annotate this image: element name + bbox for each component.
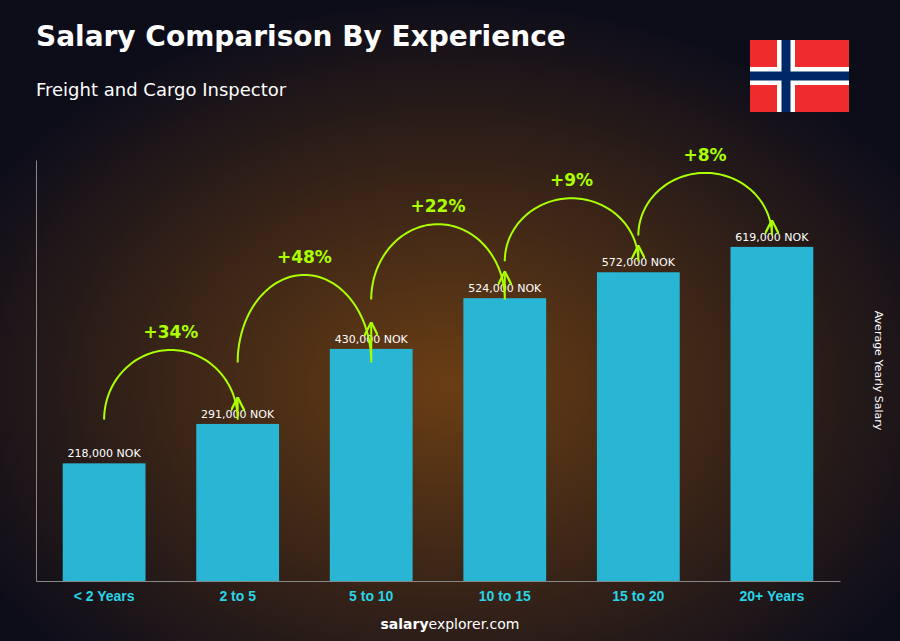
x-tick-label: 2 to 5 xyxy=(219,588,256,604)
plot: < 2 Years 2 to 5 5 to 10 10 to 15 15 to 20 20… xyxy=(37,145,841,604)
annotations: +34% +48% +22% +9% +8% xyxy=(104,145,772,420)
bar xyxy=(597,272,680,581)
arc-arrow xyxy=(638,173,772,236)
x-tick: 2 to 5 xyxy=(219,581,256,604)
arc-arrow xyxy=(104,350,238,420)
x-tick-label: 10 to 15 xyxy=(479,588,531,604)
annotation: +34% xyxy=(143,322,198,342)
y-label: Average Yearly Salary xyxy=(872,311,885,431)
y-axis xyxy=(36,161,37,582)
annotation: +22% xyxy=(411,196,466,216)
x-tick: 10 to 15 xyxy=(479,581,531,604)
x-tick: 5 to 10 xyxy=(349,581,394,604)
x-tick-label: 5 to 10 xyxy=(349,588,394,604)
x-tick-label: < 2 Years xyxy=(74,588,135,604)
bar xyxy=(63,463,146,581)
footer: salaryexplorer.com xyxy=(381,616,520,632)
data-label: 218,000 NOK xyxy=(68,447,142,460)
annotation: +9% xyxy=(550,170,593,190)
bars xyxy=(63,247,814,581)
background xyxy=(0,0,900,641)
subtitle: Freight and Cargo Inspector xyxy=(36,79,287,100)
annotation: +48% xyxy=(277,247,332,267)
arc-arrow xyxy=(505,198,639,261)
title: Salary Comparison By Experience xyxy=(36,20,566,53)
flag-part xyxy=(750,40,849,112)
flag-part xyxy=(750,72,849,81)
x-tick-label: 20+ Years xyxy=(740,588,805,604)
arc-arrow xyxy=(238,275,372,363)
footer-part: explorer.com xyxy=(429,616,520,632)
chart: Salary Comparison By Experience Freight a… xyxy=(0,0,900,641)
flag xyxy=(750,40,849,112)
x-axis-line xyxy=(37,581,841,582)
data-labels: 218,000 NOK291,000 NOK430,000 NOK524,000… xyxy=(68,231,810,460)
bar xyxy=(463,298,546,581)
x-tick: 15 to 20 xyxy=(612,581,664,604)
footer-part: salary xyxy=(381,616,429,632)
bar xyxy=(730,247,813,581)
bar xyxy=(330,349,413,581)
bar xyxy=(196,424,279,581)
flag-part xyxy=(750,67,849,85)
arc-arrow xyxy=(371,224,505,299)
annotation: +8% xyxy=(684,145,727,165)
y-axis-line xyxy=(36,161,37,582)
x-tick-label: 15 to 20 xyxy=(612,588,664,604)
x-tick: 20+ Years xyxy=(740,581,805,604)
x-axis: < 2 Years 2 to 5 5 to 10 10 to 15 15 to 20 20… xyxy=(37,581,841,604)
x-tick: < 2 Years xyxy=(74,581,135,604)
